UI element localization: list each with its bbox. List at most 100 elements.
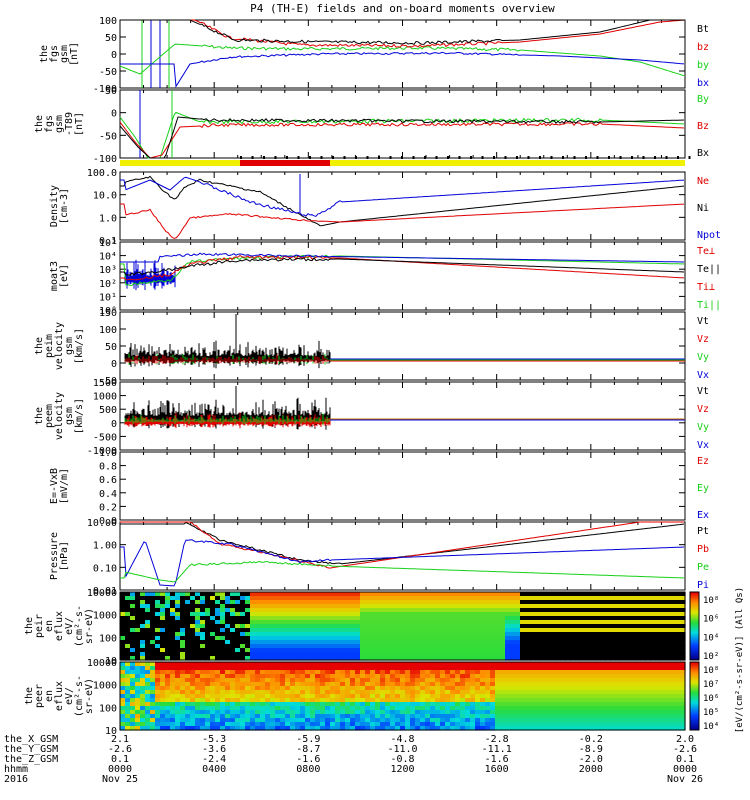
legend-ni: Ni [697, 203, 709, 214]
quality-tick [550, 156, 553, 159]
legend-ey: Ey [697, 483, 709, 494]
quality-tick [539, 156, 541, 159]
quality-tick [240, 156, 242, 159]
ylabel-line: [nT] [69, 42, 80, 66]
quality-tick [297, 156, 300, 159]
panel-frame-5 [119, 311, 686, 381]
quality-tick [654, 156, 656, 159]
legend-vz: Vz [697, 334, 709, 345]
peem-vy-noise [124, 413, 330, 425]
legend-vy: Vy [697, 352, 709, 363]
legend-vt: Vt [697, 386, 709, 397]
legend-ne: Ne [697, 176, 709, 187]
temp-tepar-line [120, 257, 685, 277]
legend-te||: Te|| [697, 264, 721, 275]
quality-tick [412, 156, 415, 159]
colorbar-tick: 10⁴ [703, 633, 719, 643]
ylabel-line: Pressure [49, 532, 60, 580]
ytick-label: 10⁵ [99, 238, 117, 249]
legend-bt: Bt [697, 24, 709, 35]
ytick-label: 0.1 [99, 236, 117, 247]
panel-frame-7 [119, 451, 686, 521]
t89-bz-line [119, 121, 685, 159]
quality-tick [481, 156, 484, 159]
ylabel-line: the [34, 407, 45, 425]
ylabel-line: fgs [49, 45, 60, 63]
spectrogram-peir [120, 592, 686, 661]
ytick-label: 0.6 [99, 475, 117, 486]
density-ni-line [120, 175, 685, 227]
ylabel-line: the [24, 617, 35, 635]
colorbar-peir [690, 592, 699, 661]
quality-tick [642, 156, 645, 159]
spectrogram-peer [120, 662, 686, 731]
ylabel-line: the [24, 687, 35, 705]
ylabel-line: (cm²-s- [74, 675, 85, 717]
quality-tick [631, 156, 633, 159]
ytick-label: 1000 [93, 392, 117, 403]
legend-ex: Ex [697, 510, 709, 521]
ytick-label: 10000 [87, 588, 117, 599]
ytick-label: 0.8 [99, 462, 117, 473]
legend-by: by [697, 60, 709, 71]
ytick-label: 10¹ [99, 292, 117, 303]
ylabel-line: sr-eV) [84, 678, 95, 714]
quality-tick [447, 156, 449, 159]
ylabel-line: [mV/m] [59, 468, 70, 504]
quality-tick [251, 156, 254, 159]
ylabel-line: [km/s] [74, 398, 85, 434]
xaxis-value: Nov 25 [102, 774, 138, 785]
fgs-bz-line [120, 19, 685, 48]
legend-pt: Pt [697, 526, 709, 537]
ytick-label: 0.0 [99, 516, 117, 527]
legend-te⊥: Te⊥ [697, 246, 715, 257]
ytick-label: -50 [99, 67, 117, 78]
quality-tick [458, 156, 461, 159]
xaxis-row-label: the_Y_GSM [4, 744, 58, 755]
ytick-label: 100 [99, 703, 117, 714]
legend-pi: Pi [697, 580, 709, 591]
ytick-label: 10⁰ [99, 306, 117, 317]
temp-tiperp-line [120, 252, 684, 263]
ylabel-line: gsm [54, 115, 65, 133]
ylabel-line: (cm²-s- [74, 605, 85, 647]
legend-bz: bz [697, 42, 709, 53]
pressure-pb-line [120, 521, 684, 569]
ylabel-line: en [44, 620, 55, 632]
xaxis-value: 0.1 [111, 754, 129, 765]
xaxis-value: -0.8 [390, 754, 414, 765]
xaxis-row-label: 2016 [4, 774, 28, 785]
quality-tick [516, 156, 518, 159]
ylabel-line: [nPa] [59, 541, 70, 571]
t89-bx-line [119, 116, 685, 159]
panel-frame-3 [119, 171, 686, 241]
ylabel-line: [nT] [74, 112, 85, 136]
spectrogram-peer-frame [119, 661, 686, 731]
fgs-by-line [119, 43, 685, 77]
ylabel-line: peem [44, 404, 55, 428]
ytick-label: -500 [93, 432, 117, 443]
ytick-label: 50 [105, 342, 117, 353]
ylabel-line: peer [34, 684, 45, 708]
legend-by: By [697, 94, 709, 105]
fgs-bt-line [120, 19, 684, 46]
xaxis-value: -8.9 [579, 744, 603, 755]
quality-tick [332, 156, 334, 159]
quality-bar-yellow [120, 160, 685, 166]
quality-tick [274, 156, 277, 159]
ytick-label: -50 [99, 376, 117, 387]
quality-tick [573, 156, 576, 159]
ylabel-line: the [39, 45, 50, 63]
xaxis-value: -4.8 [390, 734, 414, 745]
fgs-bx-line [120, 51, 685, 88]
ylabel-line: Density [49, 185, 60, 227]
quality-tick [527, 156, 530, 159]
spectrogram-peir-frame [119, 591, 686, 661]
ytick-label: 100 [99, 633, 117, 644]
ytick-label: 100 [99, 325, 117, 336]
xaxis-value: -5.3 [202, 734, 226, 745]
legend-vz: Vz [697, 404, 709, 415]
ytick-label: -50 [99, 131, 117, 142]
